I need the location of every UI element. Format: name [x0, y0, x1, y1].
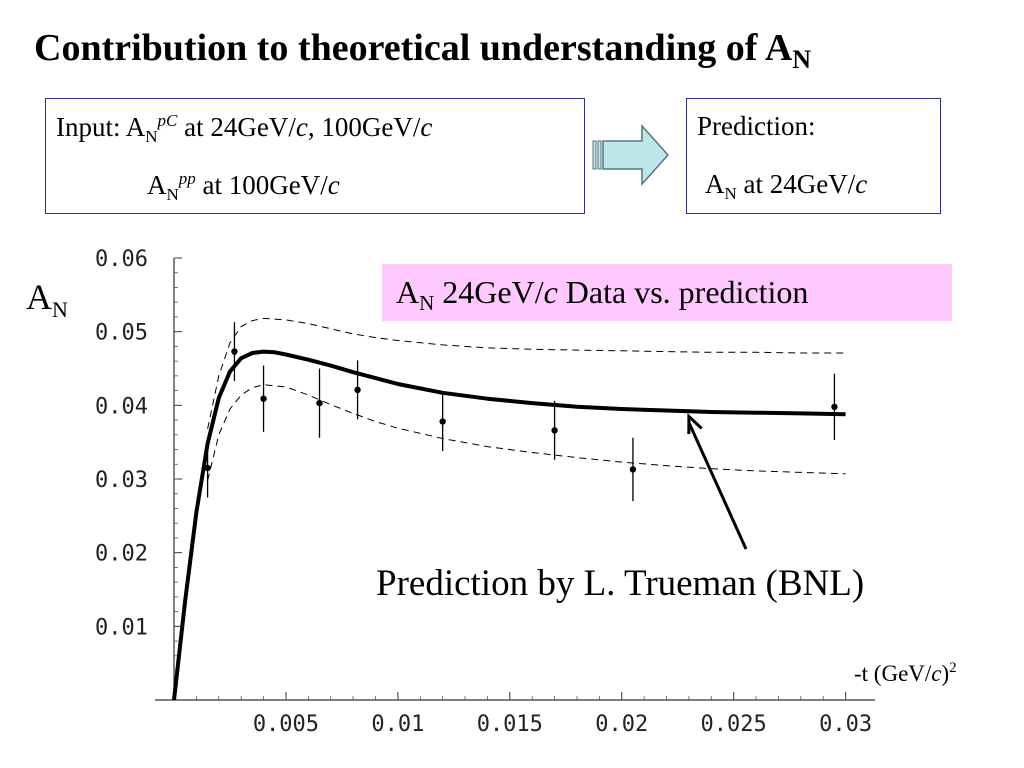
- input-line-2-sub: N: [166, 185, 179, 204]
- data-point: [231, 348, 238, 355]
- annotation-arrow-shaft: [687, 421, 748, 550]
- input-line-1: Input: ANpC at 24GeV/c, 100GeV/c: [56, 111, 432, 147]
- slide-title: Contribution to theoretical understandin…: [34, 26, 811, 75]
- legend-description: Data vs. prediction: [557, 274, 809, 310]
- slide-title-text: Contribution to theoretical understandin…: [34, 27, 793, 69]
- data-point: [439, 418, 446, 425]
- input-line-2-c: c: [327, 170, 340, 200]
- y-axis-label: AN: [26, 276, 68, 323]
- prediction-symbol: A: [705, 169, 725, 199]
- prediction-curve: [172, 349, 846, 701]
- prediction-box: Prediction: AN at 24GeV/c: [686, 98, 941, 214]
- input-box: Input: ANpC at 24GeV/c, 100GeV/c ANpp at…: [45, 98, 585, 214]
- prediction-c: c: [855, 169, 868, 199]
- x-tick-label: 0.03: [819, 712, 872, 737]
- data-point: [260, 395, 267, 402]
- data-point: [316, 399, 323, 407]
- input-line-2-energy: at 100GeV/: [195, 170, 328, 200]
- y-axis-label-symbol: A: [26, 277, 52, 317]
- prediction-annotation: Prediction by L. Trueman (BNL): [376, 563, 865, 604]
- x-axis-label-text: -t (GeV/: [854, 661, 932, 686]
- block-arrow-right-icon: [592, 124, 670, 186]
- x-axis-label-sup: 2: [949, 660, 957, 676]
- legend-box: AN 24GeV/c Data vs. prediction: [382, 264, 952, 321]
- legend-energy: 24GeV/: [434, 274, 544, 310]
- data-point: [831, 403, 838, 411]
- y-tick-label: 0.04: [95, 394, 148, 419]
- chart-axes: [155, 257, 875, 701]
- y-tick-label: 0.06: [95, 247, 148, 272]
- input-line-2: ANpp at 100GeV/c: [147, 169, 340, 205]
- x-tick-label: 0.01: [371, 712, 424, 737]
- input-line-1-sup: pC: [157, 111, 178, 130]
- x-axis-label-c: c: [931, 661, 942, 686]
- data-point: [354, 386, 361, 394]
- input-line-1-symbol: A: [125, 112, 146, 142]
- x-tick-label: 0.005: [253, 712, 319, 737]
- x-axis-label: -t (GeV/c)2: [854, 660, 957, 687]
- y-tick-label: 0.02: [95, 542, 148, 567]
- error-band-curve: [207, 317, 846, 430]
- x-tick-label: 0.025: [701, 712, 767, 737]
- input-line-1-c2: c: [420, 112, 433, 142]
- x-axis-label-tail: ): [941, 661, 950, 686]
- legend-text: AN 24GeV/c Data vs. prediction: [396, 274, 808, 316]
- input-line-1-energy-b: , 100GeV/: [307, 112, 421, 142]
- slide-title-sub: N: [792, 45, 812, 74]
- annotation-arrow-head: [687, 413, 703, 434]
- legend-symbol: A: [396, 274, 420, 310]
- prediction-label: Prediction:: [697, 111, 816, 141]
- data-point: [551, 427, 558, 434]
- chart-tick-labels: 0.005 0.01 0.015 0.02 0.025 0.03 0.01 0.02 0.03 0…: [95, 247, 872, 737]
- input-line-1-sub: N: [145, 127, 158, 146]
- y-tick-label: 0.03: [95, 468, 148, 493]
- input-label: Input:: [56, 112, 121, 142]
- x-tick-label: 0.015: [477, 712, 543, 737]
- y-tick-label: 0.05: [95, 321, 148, 346]
- x-tick-label: 0.02: [595, 712, 648, 737]
- input-line-1-energy-a: at 24GeV/: [177, 112, 296, 142]
- data-point: [204, 464, 211, 472]
- input-line-1-c1: c: [295, 112, 308, 142]
- input-line-2-symbol: A: [147, 170, 167, 200]
- input-line-2-sup: pp: [178, 169, 196, 188]
- data-point: [629, 466, 637, 473]
- prediction-sub: N: [724, 184, 737, 203]
- chart-curves: [172, 317, 846, 701]
- legend-sub: N: [419, 291, 435, 315]
- y-axis-label-sub: N: [52, 297, 68, 322]
- chart-annotation-arrow: [687, 413, 748, 550]
- prediction-energy: at 24GeV/: [736, 169, 856, 199]
- legend-c: c: [543, 274, 558, 310]
- chart-data-points: [204, 322, 838, 502]
- error-band-curve: [207, 384, 846, 481]
- prediction-line: AN at 24GeV/c: [705, 169, 867, 204]
- y-tick-label: 0.01: [95, 615, 148, 640]
